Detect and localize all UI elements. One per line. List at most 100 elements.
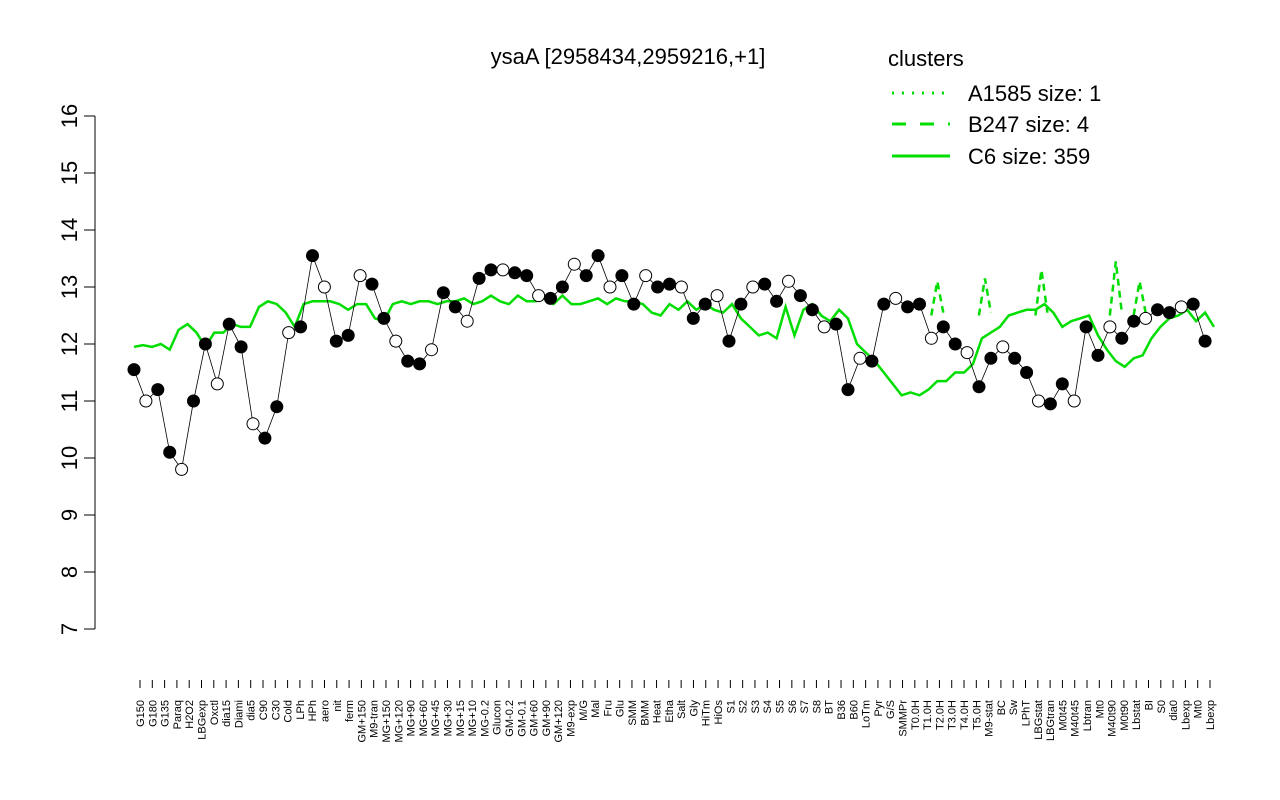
data-point [984,351,998,365]
data-point [639,269,653,283]
data-point [341,328,355,342]
x-tick-label: ferm [344,700,356,722]
x-tick-label: C90 [258,700,270,720]
x-tick-label: S4 [762,700,774,713]
x-tick-label: S3 [750,700,762,713]
x-tick-label: M0t90 [1119,700,1131,731]
x-tick-label: MG+150 [381,700,393,743]
data-point [770,294,784,308]
legend-title: clusters [888,46,964,71]
data-point [246,417,260,431]
data-point [139,394,153,408]
series-line-b247 [1108,261,1124,316]
x-tick-label: Paraq [172,700,184,729]
data-point [520,269,534,283]
series-line-b247 [1034,269,1049,316]
data-point [222,317,236,331]
data-point [1162,306,1176,320]
x-tick-label: Heat [652,700,664,723]
x-tick-label: Mt0 [1193,700,1205,718]
x-tick-label: LPhT [1021,700,1033,727]
x-tick-label: G180 [147,700,159,727]
data-point [127,363,141,377]
data-point [1174,300,1188,314]
data-point [365,277,379,291]
x-tick-label: GM-0.2 [504,700,516,737]
x-tick-label: Glu [615,700,627,717]
data-point [1032,394,1045,408]
data-point [877,297,891,311]
data-point [972,380,986,394]
series-line-b247 [1132,281,1147,316]
data-point [1198,334,1212,348]
data-point [615,269,629,283]
x-tick-label: Pyr [873,700,885,717]
data-point [234,340,248,354]
data-point [698,297,712,311]
x-tick-label: T1.0H [922,700,934,730]
data-points [127,249,1212,476]
y-tick-label: 8 [57,566,82,578]
x-tick-label: Sw [1008,700,1020,715]
x-tick-label: M40t45 [1070,700,1082,737]
x-tick-label: LoTm [861,700,873,728]
y-tick-label: 9 [57,509,82,521]
data-point [544,291,557,305]
x-tick-label: nit [332,700,344,712]
x-tick-label: SMM [627,700,639,726]
x-tick-label: G135 [160,700,172,727]
data-point [722,334,736,348]
data-point [1008,351,1022,365]
x-tick-label: MG+30 [442,700,454,736]
x-tick-label: S1 [725,700,737,713]
x-tick-label: T5.0H [971,700,983,730]
x-tick-label: Glucon [492,700,504,735]
y-tick-label: 11 [57,390,82,413]
data-point [948,337,962,351]
x-tick-label: MG-0.2 [479,700,491,737]
data-point [758,277,772,291]
data-point [901,300,915,314]
data-point [651,280,665,294]
series-line-b247 [977,278,993,316]
data-point [1103,320,1117,334]
data-point [1091,348,1105,362]
y-tick-label: 12 [57,332,82,356]
data-point [567,257,581,271]
y-tick-label: 14 [57,218,82,242]
x-tick-label: M0t45 [1057,700,1069,731]
x-tick-label: MG+60 [418,700,430,736]
data-point [436,286,450,300]
x-tick-label: Cold [283,700,295,723]
data-point [508,266,522,280]
x-tick-label: Mal [590,700,602,718]
x-tick-label: dia0 [1168,700,1180,721]
x-tick-label: BMM [639,700,651,726]
x-tick-label: T0.0H [910,700,922,730]
data-point [532,289,546,303]
data-point [210,377,224,391]
x-tick-label: GM+120 [553,700,565,743]
data-point [734,297,748,311]
data-point [793,289,807,303]
x-tick-label: GM-0.1 [516,700,528,737]
data-point [829,317,843,331]
x-tick-label: LPh [295,700,307,720]
x-tick-label: LBGstat [1033,700,1045,740]
x-tick-label: T2.0H [934,700,946,730]
data-point [294,320,308,334]
x-tick-label: Oxctl [209,700,221,725]
data-point [306,249,319,263]
data-point [674,280,688,294]
data-point [924,331,938,345]
x-tick-label: S0 [1156,700,1168,713]
data-point [460,314,474,328]
x-tick-label: Mt0 [1094,700,1106,718]
data-point [270,400,284,414]
y-tick-label: 10 [57,446,82,470]
data-point [1043,397,1057,411]
x-tick-label: SMMPr [898,700,910,737]
x-tick-label: HiTm [701,700,713,726]
data-point [317,280,331,294]
